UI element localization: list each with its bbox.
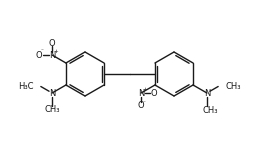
Text: O: O (151, 89, 157, 98)
Text: N: N (138, 89, 144, 98)
Text: N: N (204, 89, 210, 98)
Text: H₃C: H₃C (18, 82, 34, 91)
Text: O: O (36, 50, 42, 59)
Text: CH₃: CH₃ (225, 82, 241, 91)
Text: ⁻: ⁻ (40, 49, 43, 54)
Text: O: O (49, 38, 55, 48)
Text: N: N (49, 89, 55, 98)
Text: ⁻: ⁻ (143, 101, 146, 106)
Text: +: + (142, 87, 147, 92)
Text: CH₃: CH₃ (44, 106, 60, 115)
Text: O: O (138, 102, 145, 111)
Text: +: + (53, 49, 58, 54)
Text: N: N (49, 50, 55, 59)
Text: CH₃: CH₃ (202, 106, 218, 115)
